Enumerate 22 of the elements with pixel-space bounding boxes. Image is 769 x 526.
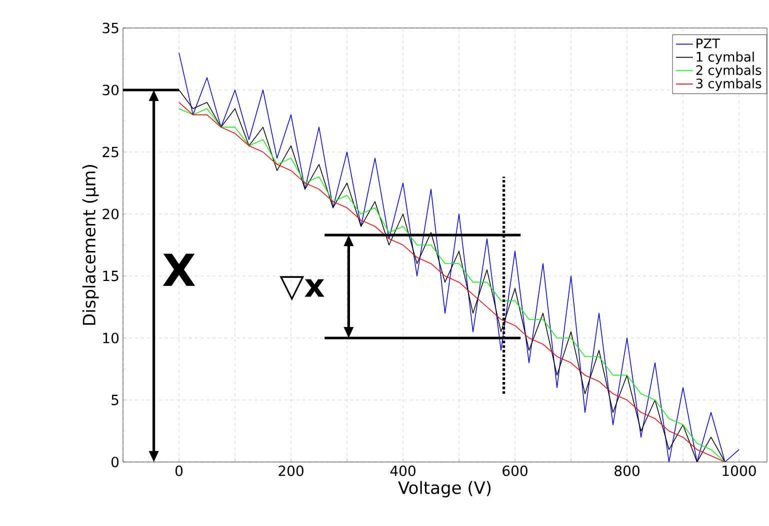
x-axis-title: Voltage (V) (398, 480, 491, 498)
y-tick-label: 25 (102, 146, 118, 158)
x-tick-label: 1000 (722, 466, 756, 476)
y-tick-label: 10 (103, 332, 119, 344)
legend-label: 3 cymbals (696, 78, 762, 91)
x-tick-label: 400 (390, 466, 416, 476)
x-tick-label: 600 (502, 466, 528, 476)
y-tick-label: 0 (111, 456, 119, 468)
x-tick-label: 800 (614, 466, 640, 476)
legend-label: PZT (696, 38, 720, 48)
annotation: X (162, 254, 196, 286)
annotation: ▽x (280, 276, 324, 301)
legend-label: 2 cymbals (696, 65, 762, 78)
y-tick-label: 35 (102, 22, 118, 34)
y-tick-label: 20 (102, 208, 119, 220)
y-tick-label: 15 (103, 270, 118, 282)
x-tick-label: 0 (175, 466, 183, 476)
x-tick-label: 200 (278, 466, 304, 476)
y-axis-title: Displacement (μm) (82, 165, 99, 325)
y-tick-label: 5 (112, 394, 118, 406)
legend-label: 1 cymbal (696, 52, 754, 64)
y-tick-label: 30 (102, 84, 119, 96)
